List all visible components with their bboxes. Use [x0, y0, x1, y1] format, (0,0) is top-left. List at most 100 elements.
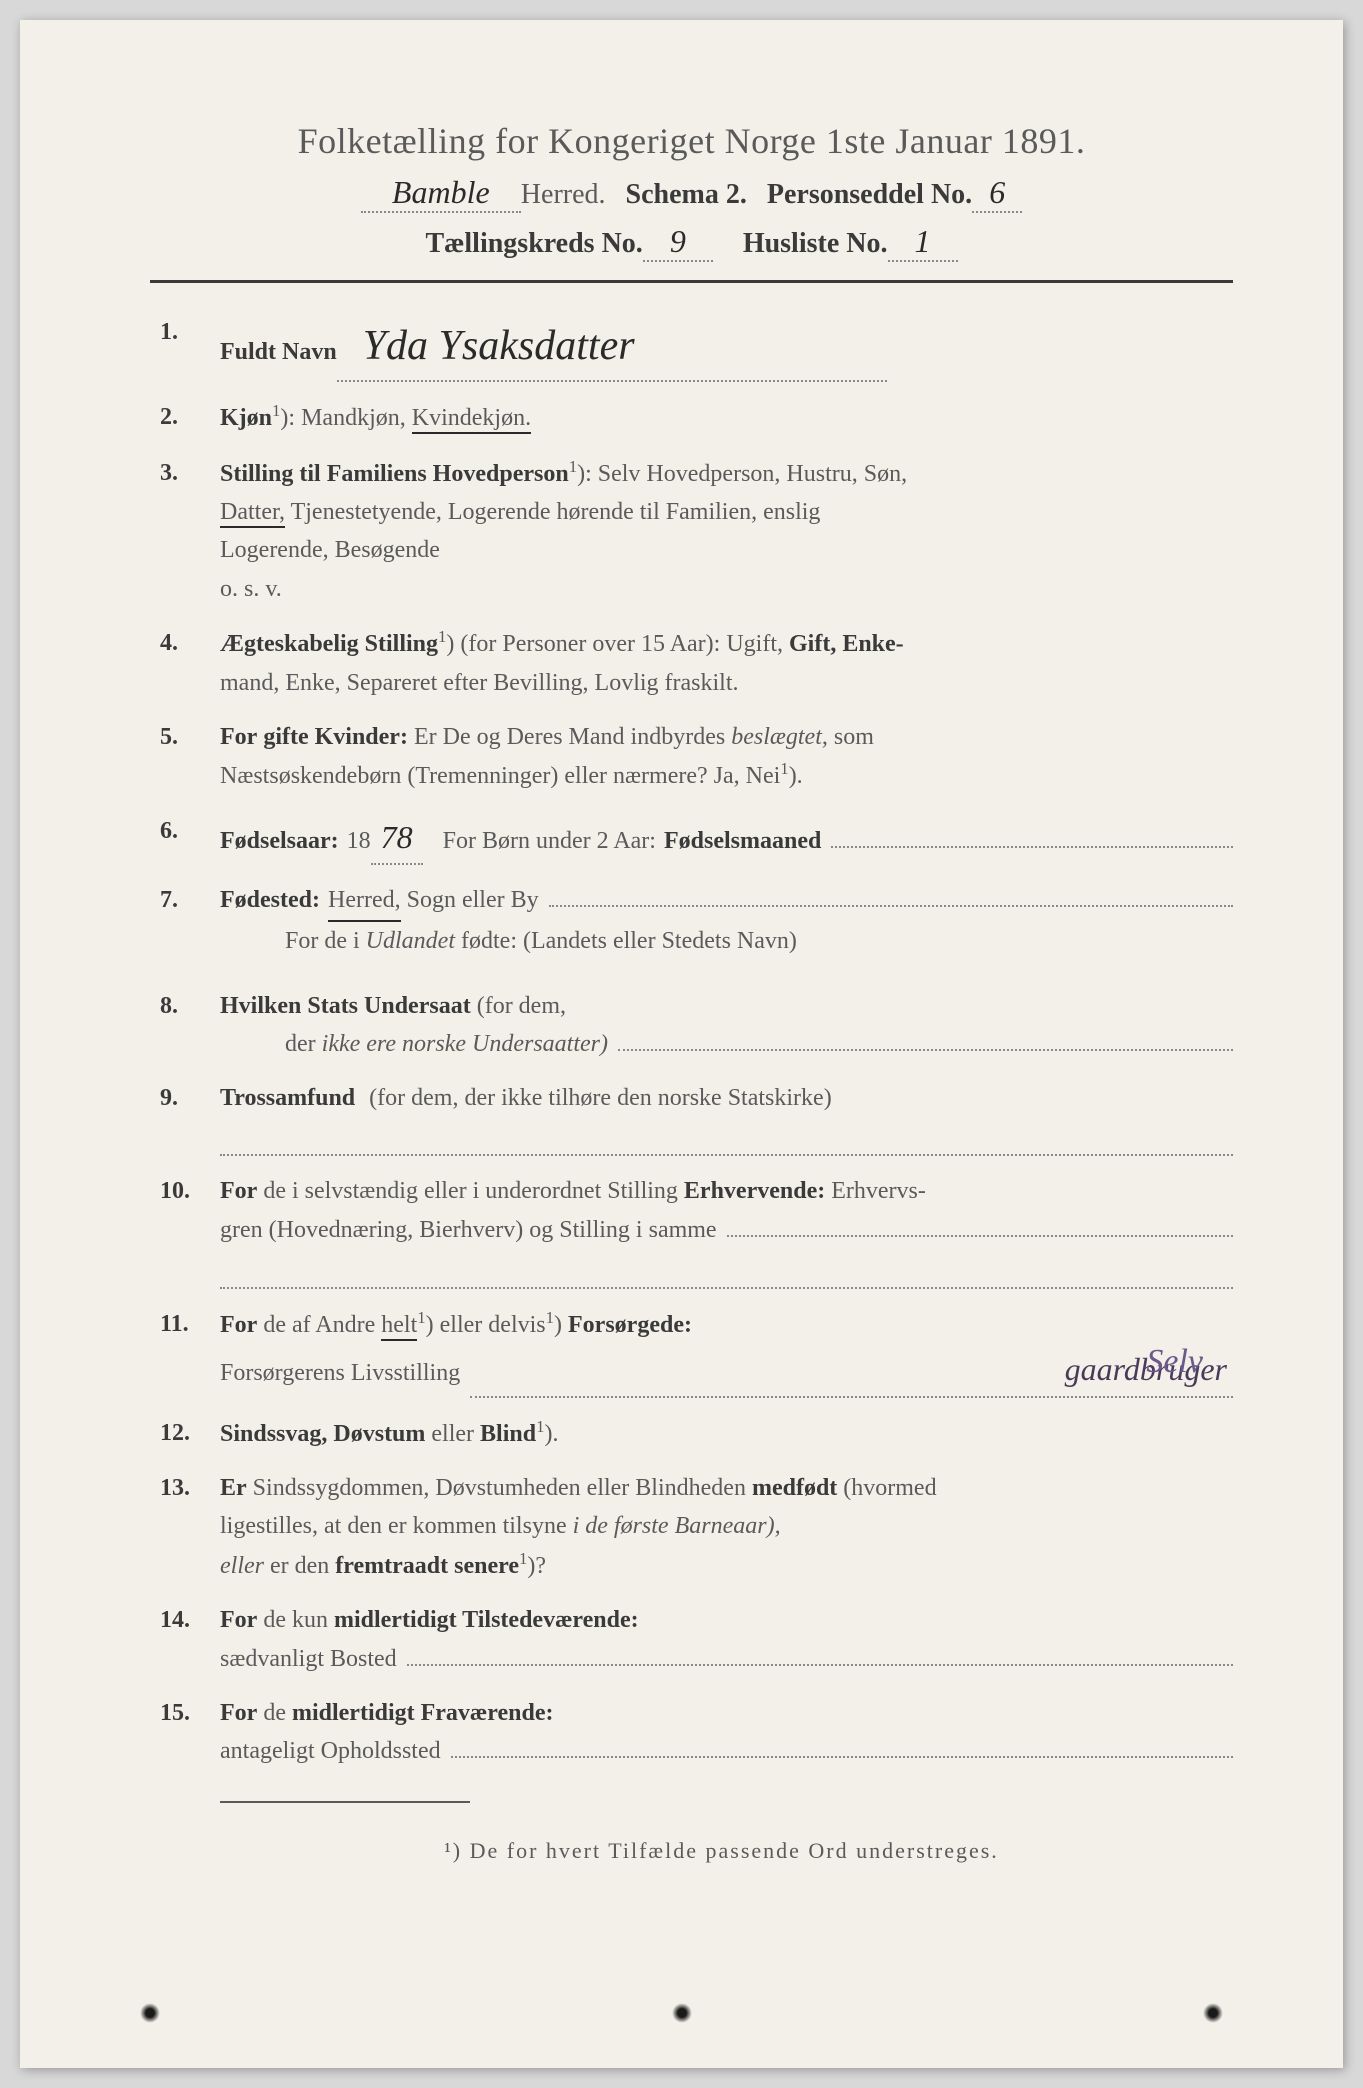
husliste-label: Husliste No. — [743, 228, 888, 260]
label-kjon: Kjøn — [220, 405, 272, 431]
text-2i: ikke ere norske Undersaatter) — [322, 1025, 608, 1063]
main-title: Folketælling for Kongeriget Norge 1ste J… — [150, 120, 1233, 162]
text-1: Sindssygdommen, Døvstumheden eller Blind… — [253, 1475, 746, 1501]
text: (for dem, der ikke tilhøre den norske St… — [369, 1085, 832, 1111]
schema-label: Schema 2. — [626, 179, 747, 211]
label-b: midlertidigt Tilstedeværende: — [334, 1607, 639, 1633]
row-content: Hvilken Stats Undersaat (for dem, der ik… — [220, 987, 1233, 1064]
text-datter: Datter, — [220, 499, 285, 528]
taellingskreds-field: 9 — [643, 223, 713, 262]
text-2b: fødte: (Landets eller Stedets Navn) — [461, 928, 797, 954]
text-line2: Næstsøskendebørn (Tremenninger) eller næ… — [220, 763, 780, 789]
row-num: 11. — [160, 1305, 220, 1343]
punch-hole-icon — [672, 2003, 692, 2023]
row-content: Fødselsaar: 1878 For Børn under 2 Aar: F… — [220, 812, 1233, 865]
text-herred: Herred, — [328, 881, 401, 922]
text-2a: der — [285, 1025, 316, 1063]
row-content: Stilling til Familiens Hovedperson1): Se… — [220, 454, 1233, 609]
label-a: Er — [220, 1475, 247, 1501]
row-content: Kjøn1): Mandkjøn, Kvindekjøn. — [220, 398, 1233, 437]
text-line2: antageligt Opholdssted — [220, 1732, 441, 1770]
text-1: de kun — [263, 1607, 328, 1633]
personseddel-no: 6 — [983, 174, 1011, 210]
row-num: 5. — [160, 718, 220, 756]
text: eller — [431, 1421, 474, 1447]
text-line2: gren (Hovednæring, Bierhverv) og Stillin… — [220, 1211, 717, 1249]
row-content: For gifte Kvinder: Er De og Deres Mand i… — [220, 718, 1233, 796]
punch-hole-icon — [140, 2003, 160, 2023]
text-1b: eller delvis — [440, 1312, 546, 1338]
personseddel-label: Personseddel No. — [767, 179, 972, 211]
text-2: Erhvervs- — [831, 1178, 926, 1204]
row-4: 4. Ægteskabelig Stilling1) (for Personer… — [160, 624, 1233, 702]
text-2a: For de i — [285, 928, 360, 954]
husliste-field: 1 — [888, 223, 958, 262]
text-1: de i selvstændig eller i underordnet Sti… — [263, 1178, 678, 1204]
text-1: de — [263, 1700, 286, 1726]
text-1: Sogn eller By — [407, 881, 539, 919]
taellingskreds-label: Tællingskreds No. — [425, 228, 642, 260]
row-2: 2. Kjøn1): Mandkjøn, Kvindekjøn. — [160, 398, 1233, 437]
text-line4: o. s. v. — [220, 576, 282, 602]
husliste-no: 1 — [909, 223, 937, 259]
dotted-fill-2 — [220, 1269, 1233, 1289]
footer-note: ¹) De for hvert Tilfælde passende Ord un… — [150, 1838, 1233, 1864]
row-num: 12. — [160, 1414, 220, 1452]
text-1: (for dem, — [477, 993, 566, 1019]
label-a: For — [220, 1178, 257, 1204]
text-3b: fremtraadt senere — [335, 1553, 519, 1579]
text-2i: i de første Barneaar), — [573, 1513, 781, 1539]
row-num: 9. — [160, 1079, 220, 1117]
dotted-fill — [451, 1756, 1233, 1758]
label-gifte: gifte Kvinder: — [263, 724, 408, 750]
label-for: For — [220, 724, 257, 750]
row-content: Fødested: Herred, Sogn eller By For de i… — [220, 881, 1233, 961]
livsstilling-field: gaardbruger — [470, 1344, 1233, 1397]
row-num: 10. — [160, 1172, 220, 1210]
herred-field: Bamble — [361, 174, 521, 213]
label-a: For — [220, 1312, 257, 1338]
row-num: 15. — [160, 1694, 220, 1732]
dotted-fill — [618, 1049, 1233, 1051]
year-hw: 78 — [375, 819, 419, 855]
text-enke: Enke- — [842, 631, 903, 657]
row-content: Ægteskabelig Stilling1) (for Personer ov… — [220, 624, 1233, 702]
year-prefix: 18 — [347, 822, 371, 860]
row-content: Fuldt Navn Yda Ysaksdatter — [220, 313, 1233, 382]
text-line1: Selv Hovedperson, Hustru, Søn, — [598, 461, 907, 487]
year-field: 78 — [371, 812, 423, 865]
label-fuldt-navn: Fuldt Navn — [220, 333, 337, 371]
text-line2: Tjenestetyende, Logerende hørende til Fa… — [291, 499, 821, 525]
row-11: 11. For de af Andre helt1) eller delvis1… — [160, 1305, 1233, 1398]
punch-hole-icon — [1203, 2003, 1223, 2023]
footer-divider — [220, 1801, 470, 1803]
text-udlandet: Udlandet — [366, 928, 455, 954]
text-1: de af Andre — [263, 1312, 375, 1338]
label-a: For — [220, 1607, 257, 1633]
row-14: 14. For de kun midlertidigt Tilstedevære… — [160, 1601, 1233, 1678]
row-3: 3. Stilling til Familiens Hovedperson1):… — [160, 454, 1233, 609]
dotted-fill — [831, 846, 1233, 848]
label-fodselsaar: Fødselsaar: — [220, 822, 339, 860]
text-2: (hvormed — [843, 1475, 936, 1501]
dotted-fill — [549, 905, 1233, 907]
row-6: 6. Fødselsaar: 1878 For Børn under 2 Aar… — [160, 812, 1233, 865]
row-num: 4. — [160, 624, 220, 662]
row-num: 8. — [160, 987, 220, 1025]
label-b: Forsørgede: — [568, 1312, 692, 1338]
text-beslaegtet: beslægtet, — [731, 724, 828, 750]
label2: Blind — [480, 1421, 536, 1447]
navn-field: Yda Ysaksdatter — [337, 313, 887, 382]
row-7: 7. Fødested: Herred, Sogn eller By For d… — [160, 881, 1233, 961]
text-line2: sædvanligt Bosted — [220, 1640, 397, 1678]
row-13: 13. Er Sindssygdommen, Døvstumheden elle… — [160, 1469, 1233, 1585]
form-body: 1. Fuldt Navn Yda Ysaksdatter 2. Kjøn1):… — [150, 313, 1233, 1771]
label-trossamfund: Trossamfund — [220, 1085, 355, 1111]
label-b: Undersaat — [364, 993, 471, 1019]
dotted-fill — [220, 1136, 1233, 1156]
dotted-fill — [727, 1235, 1233, 1237]
subheader-row-2: Tællingskreds No. 9 Husliste No. 1 — [150, 223, 1233, 262]
text-1: Er De og Deres Mand indbyrdes — [414, 724, 725, 750]
row-content: Trossamfund (for dem, der ikke tilhøre d… — [220, 1079, 1233, 1156]
row-8: 8. Hvilken Stats Undersaat (for dem, der… — [160, 987, 1233, 1064]
